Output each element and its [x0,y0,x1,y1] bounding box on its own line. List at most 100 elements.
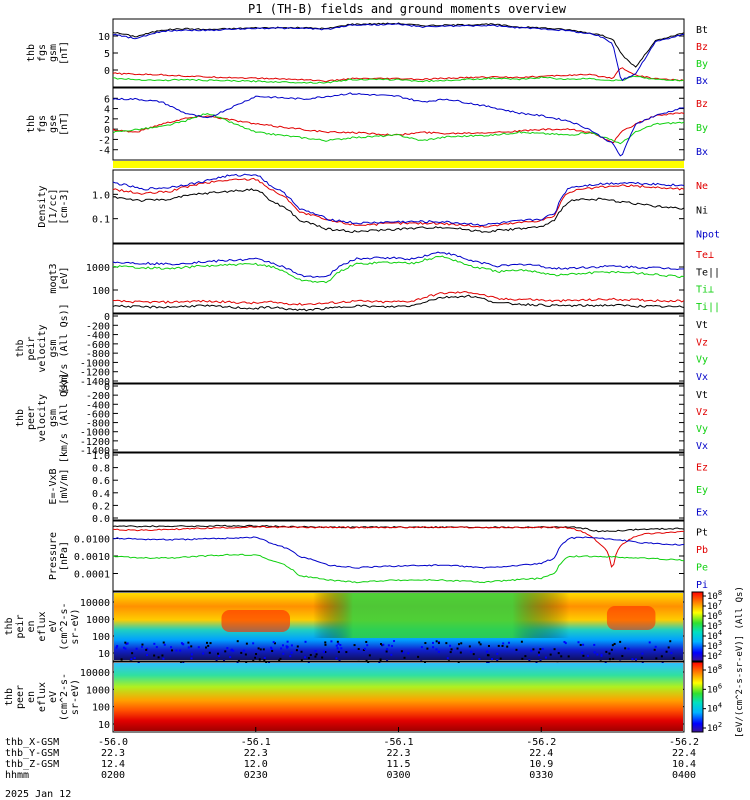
spectrogram-dot [330,640,333,643]
spectrogram-dot [491,658,494,661]
spectrogram-dot [593,643,596,646]
x-row-label: thb_Z-GSM [5,759,59,770]
y-axis-label-line: [1/cc] [48,188,59,224]
spectrogram-dot [307,661,310,664]
spectrogram-dot [470,650,473,653]
series-ti-line [112,255,685,284]
spectrogram-dot [286,640,289,643]
spectrogram-dot [278,659,281,662]
spectrogram-dot [621,655,624,658]
y-axis-label-line: gse [48,115,59,133]
y-tick-label: 10000 [80,668,110,679]
y-axis-label-line: eV [48,620,59,632]
y-tick-label: -1400 [80,377,110,388]
spectrogram-dot [335,657,338,660]
spectrogram-dot [499,657,502,660]
y-tick-label: 5 [104,49,110,60]
x-row-value: 10.4 [672,759,696,770]
y-axis-label-line: thb [26,115,37,133]
x-row-value: 22.4 [672,748,696,759]
spectrogram-dot [437,650,440,653]
spectrogram-dot [229,656,232,659]
legend-vt: Vt [696,390,708,401]
y-axis-label-line: gsm [48,339,59,357]
spectrogram-dot [605,650,608,653]
series-pi-line [112,536,685,569]
spectrogram-dot [400,650,403,653]
spectrogram-dot [314,650,317,653]
spectrogram-dot [472,653,475,656]
spectrogram-dot [137,661,140,664]
panel-frame [112,87,685,161]
panel-frame [112,383,685,453]
spectrogram-dot [124,641,127,644]
spectrogram-dot [654,645,657,648]
spectrogram-dot [593,651,596,654]
spectrogram-dot [407,652,410,655]
y-axis-label-line: thb [15,339,26,357]
spectrogram-dot [226,647,229,650]
legend-ey: Ey [696,485,708,496]
spectrogram-dot [435,648,438,651]
y-tick-label: -600 [86,340,110,351]
spectrogram-dot [544,656,547,659]
y-axis-label-line: Density [37,185,48,227]
y-tick-label: 1000 [86,685,110,696]
spectrogram-dot [577,641,580,644]
legend-ti: Ti⊥ [696,285,714,296]
spectrogram-dot [270,646,273,649]
x-row-value: 12.0 [244,759,268,770]
status-bar [113,161,684,168]
spectrogram-dot [539,659,542,662]
spectrogram-dot [496,652,499,655]
y-tick-label: 100 [92,632,110,643]
colorbar-tick-label: 105 [707,619,722,632]
x-row-value: -56.1 [383,737,413,748]
spectrogram-dot [205,646,208,649]
spectrogram-dot [315,653,318,656]
series-bz-line [112,112,685,144]
panel-peir-spec: 10000 1000 100 10 thb peir en eflux eV (cm^2-s-sr… [4,591,685,664]
spectrogram-dot [224,650,227,653]
spectrogram-dot [446,657,449,660]
spectrogram-dot [672,657,675,660]
series-by-line [112,75,685,84]
series-npot-line [112,173,685,227]
spectrogram-dot [263,659,266,662]
legend-ni: Ni [696,205,708,216]
spectrogram-dot [336,640,339,643]
spectrogram-dot [532,648,535,651]
spectrogram-dot [390,653,393,656]
y-axis-label-line: gsm [48,409,59,427]
spectrogram-dot [153,654,156,657]
spectrogram-dot [608,658,611,661]
legend-bx: Bx [696,76,708,87]
spectrogram-dot [162,657,165,660]
spectrogram-dot [560,655,563,658]
y-axis-label-line: sr-eV) [70,608,81,644]
legend-bt: Bt [696,25,708,36]
spectrogram-dot [161,654,164,657]
series-bx-line [112,23,685,82]
legend-by: By [696,123,708,134]
spectrogram-dot [379,643,382,646]
series-bz-line [112,67,685,83]
spectrogram-dot [230,648,233,651]
spectrogram-dot [126,642,129,645]
spectrogram-dot [381,644,384,647]
spectrogram-dot [653,648,656,651]
spectrogram-dot [530,649,533,652]
y-axis-label-line: peir [26,336,37,360]
spectrogram-dot [197,646,200,649]
spectrogram-dot [567,655,570,658]
spectrogram-dot [363,647,366,650]
series-pe-line [112,553,684,584]
colorbar-tick-label: 102 [707,721,722,734]
y-axis-label-line: fgs [37,44,48,62]
spectrogram-dot [385,650,388,653]
x-row-value: 0300 [386,770,410,781]
spectrogram-dot [353,644,356,647]
spectrogram-dot [582,654,585,657]
spectrogram-dot [437,642,440,645]
spectrogram-dot [255,653,258,656]
